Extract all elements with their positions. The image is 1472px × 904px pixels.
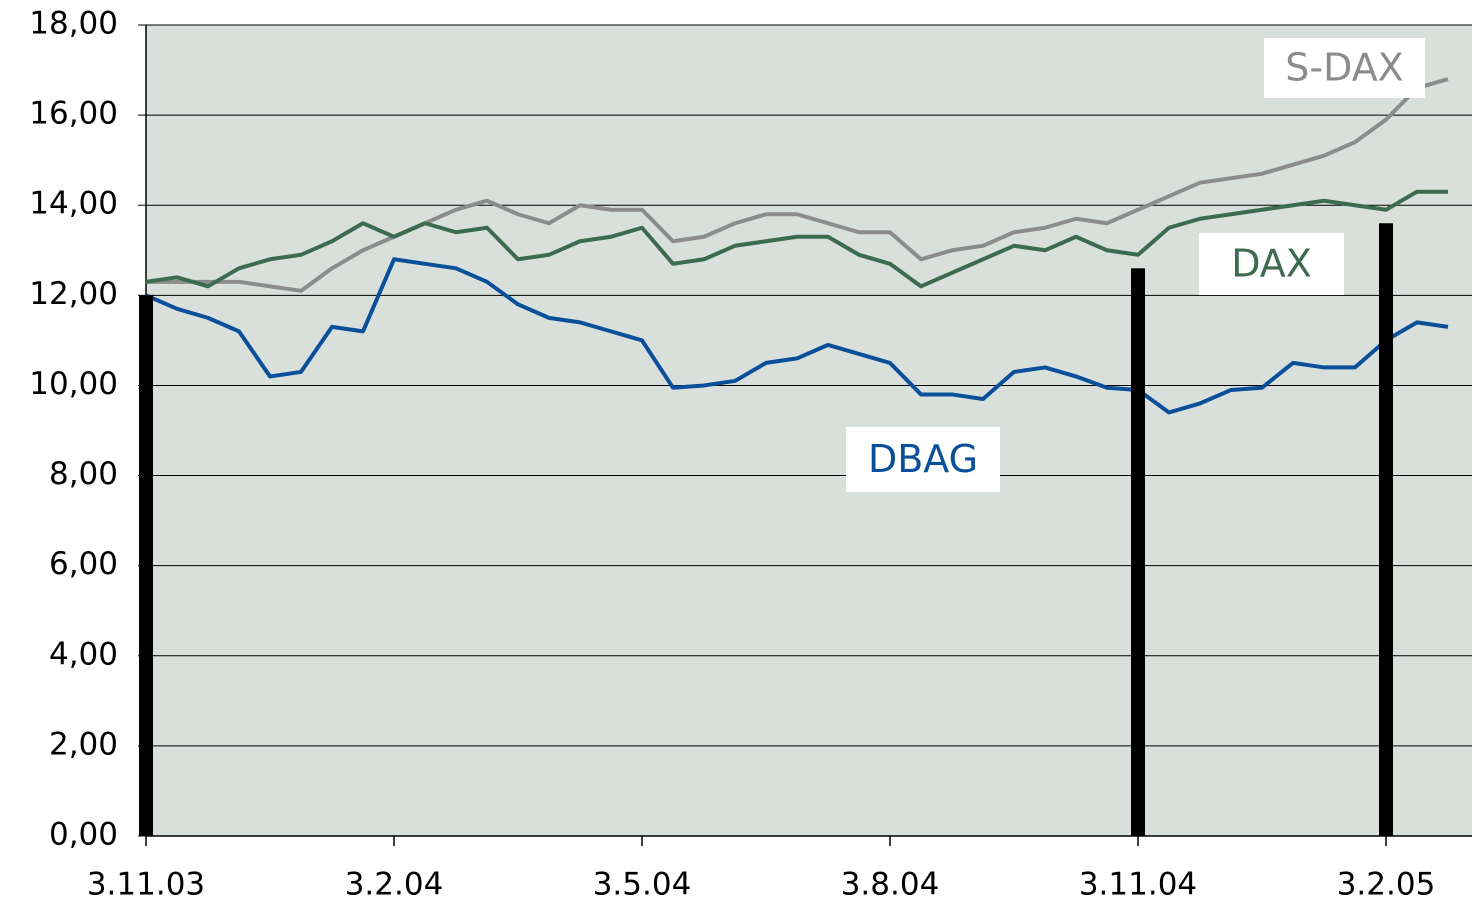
y-tick-label: 16,00 bbox=[29, 96, 118, 132]
x-tick-label: 3.2.04 bbox=[345, 867, 444, 901]
series-line bbox=[145, 257, 1449, 415]
label-box bbox=[846, 427, 1000, 492]
x-tick-label: 3.5.04 bbox=[593, 867, 692, 901]
y-tick-label: 6,00 bbox=[49, 546, 118, 582]
bar bbox=[139, 295, 153, 836]
label-box bbox=[1199, 233, 1344, 295]
y-tick-label: 14,00 bbox=[29, 186, 118, 222]
y-tick-label: 4,00 bbox=[49, 636, 118, 672]
series-label: DBAG bbox=[868, 437, 978, 481]
series-label: DAX bbox=[1231, 242, 1312, 286]
plot-area bbox=[146, 25, 1472, 836]
y-tick-label: 12,00 bbox=[29, 276, 118, 312]
series-label: S-DAX bbox=[1285, 46, 1403, 90]
x-tick-label: 3.11.03 bbox=[87, 867, 205, 901]
bar bbox=[1131, 268, 1145, 836]
y-tick-label: 0,00 bbox=[49, 817, 118, 853]
y-tick-label: 2,00 bbox=[49, 726, 118, 762]
x-tick-label: 3.11.04 bbox=[1079, 867, 1197, 901]
x-tick-label: 3.8.04 bbox=[841, 867, 940, 901]
x-tick-label: 3.2.05 bbox=[1337, 867, 1436, 901]
bar bbox=[1379, 223, 1393, 836]
series-line bbox=[145, 189, 1448, 289]
y-tick-label: 18,00 bbox=[29, 6, 118, 42]
y-tick-label: 10,00 bbox=[29, 366, 118, 402]
label-box bbox=[1264, 38, 1425, 98]
y-tick-label: 8,00 bbox=[49, 456, 118, 492]
series-line bbox=[146, 77, 1449, 293]
